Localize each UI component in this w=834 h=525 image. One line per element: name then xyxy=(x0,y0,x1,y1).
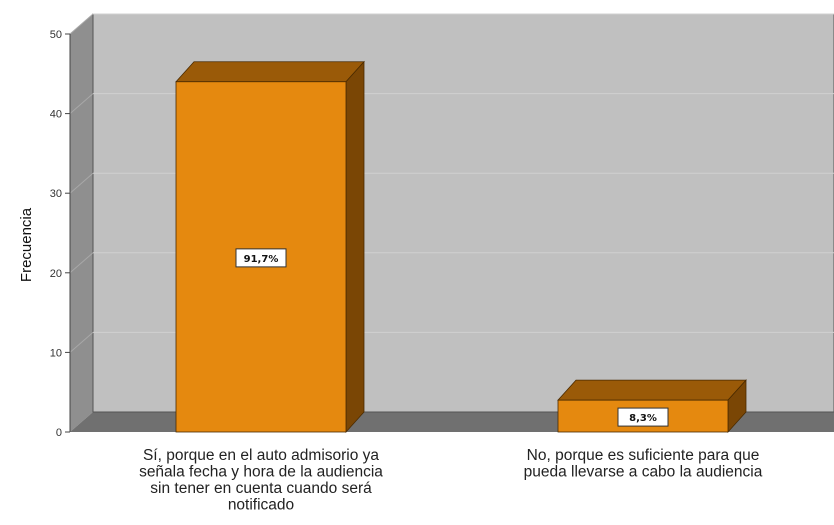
bar-top-face xyxy=(557,379,747,401)
y-axis-ticks: 0 10 20 30 40 50 xyxy=(50,29,70,439)
gridline-wall xyxy=(69,172,94,194)
x-axis-labels: Sí, porque en el auto admisorio ya señala… xyxy=(139,447,763,514)
x-category-label: Sí, porque en el auto admisorio ya señala… xyxy=(139,447,383,514)
svg-text:91,7%: 91,7% xyxy=(244,254,279,265)
bars: 91,7% 8,3% xyxy=(175,60,747,434)
bar-data-label: 91,7% xyxy=(235,248,287,268)
gridline-wall xyxy=(69,332,94,353)
y-tick-label: 40 xyxy=(50,109,62,121)
y-tick-label: 0 xyxy=(56,427,62,439)
y-axis-title: Frecuencia xyxy=(18,207,35,282)
gridline-wall xyxy=(69,252,94,274)
plot-left-wall xyxy=(70,14,93,432)
bar-side-face xyxy=(345,60,365,434)
x-category-label: No, porque es suficiente para que pueda l… xyxy=(524,447,763,481)
y-tick-label: 10 xyxy=(50,347,62,359)
y-tick-label: 20 xyxy=(50,268,62,280)
gridline-wall xyxy=(69,93,94,114)
bar-2: 8,3% xyxy=(557,379,747,434)
svg-text:8,3%: 8,3% xyxy=(629,413,657,424)
bar-1: 91,7% xyxy=(175,60,365,434)
y-tick-label: 30 xyxy=(50,188,62,200)
gridline-wall xyxy=(69,13,94,35)
bar-top-face xyxy=(175,61,365,83)
y-tick-label: 50 xyxy=(50,29,62,41)
bar-data-label: 8,3% xyxy=(617,407,669,427)
